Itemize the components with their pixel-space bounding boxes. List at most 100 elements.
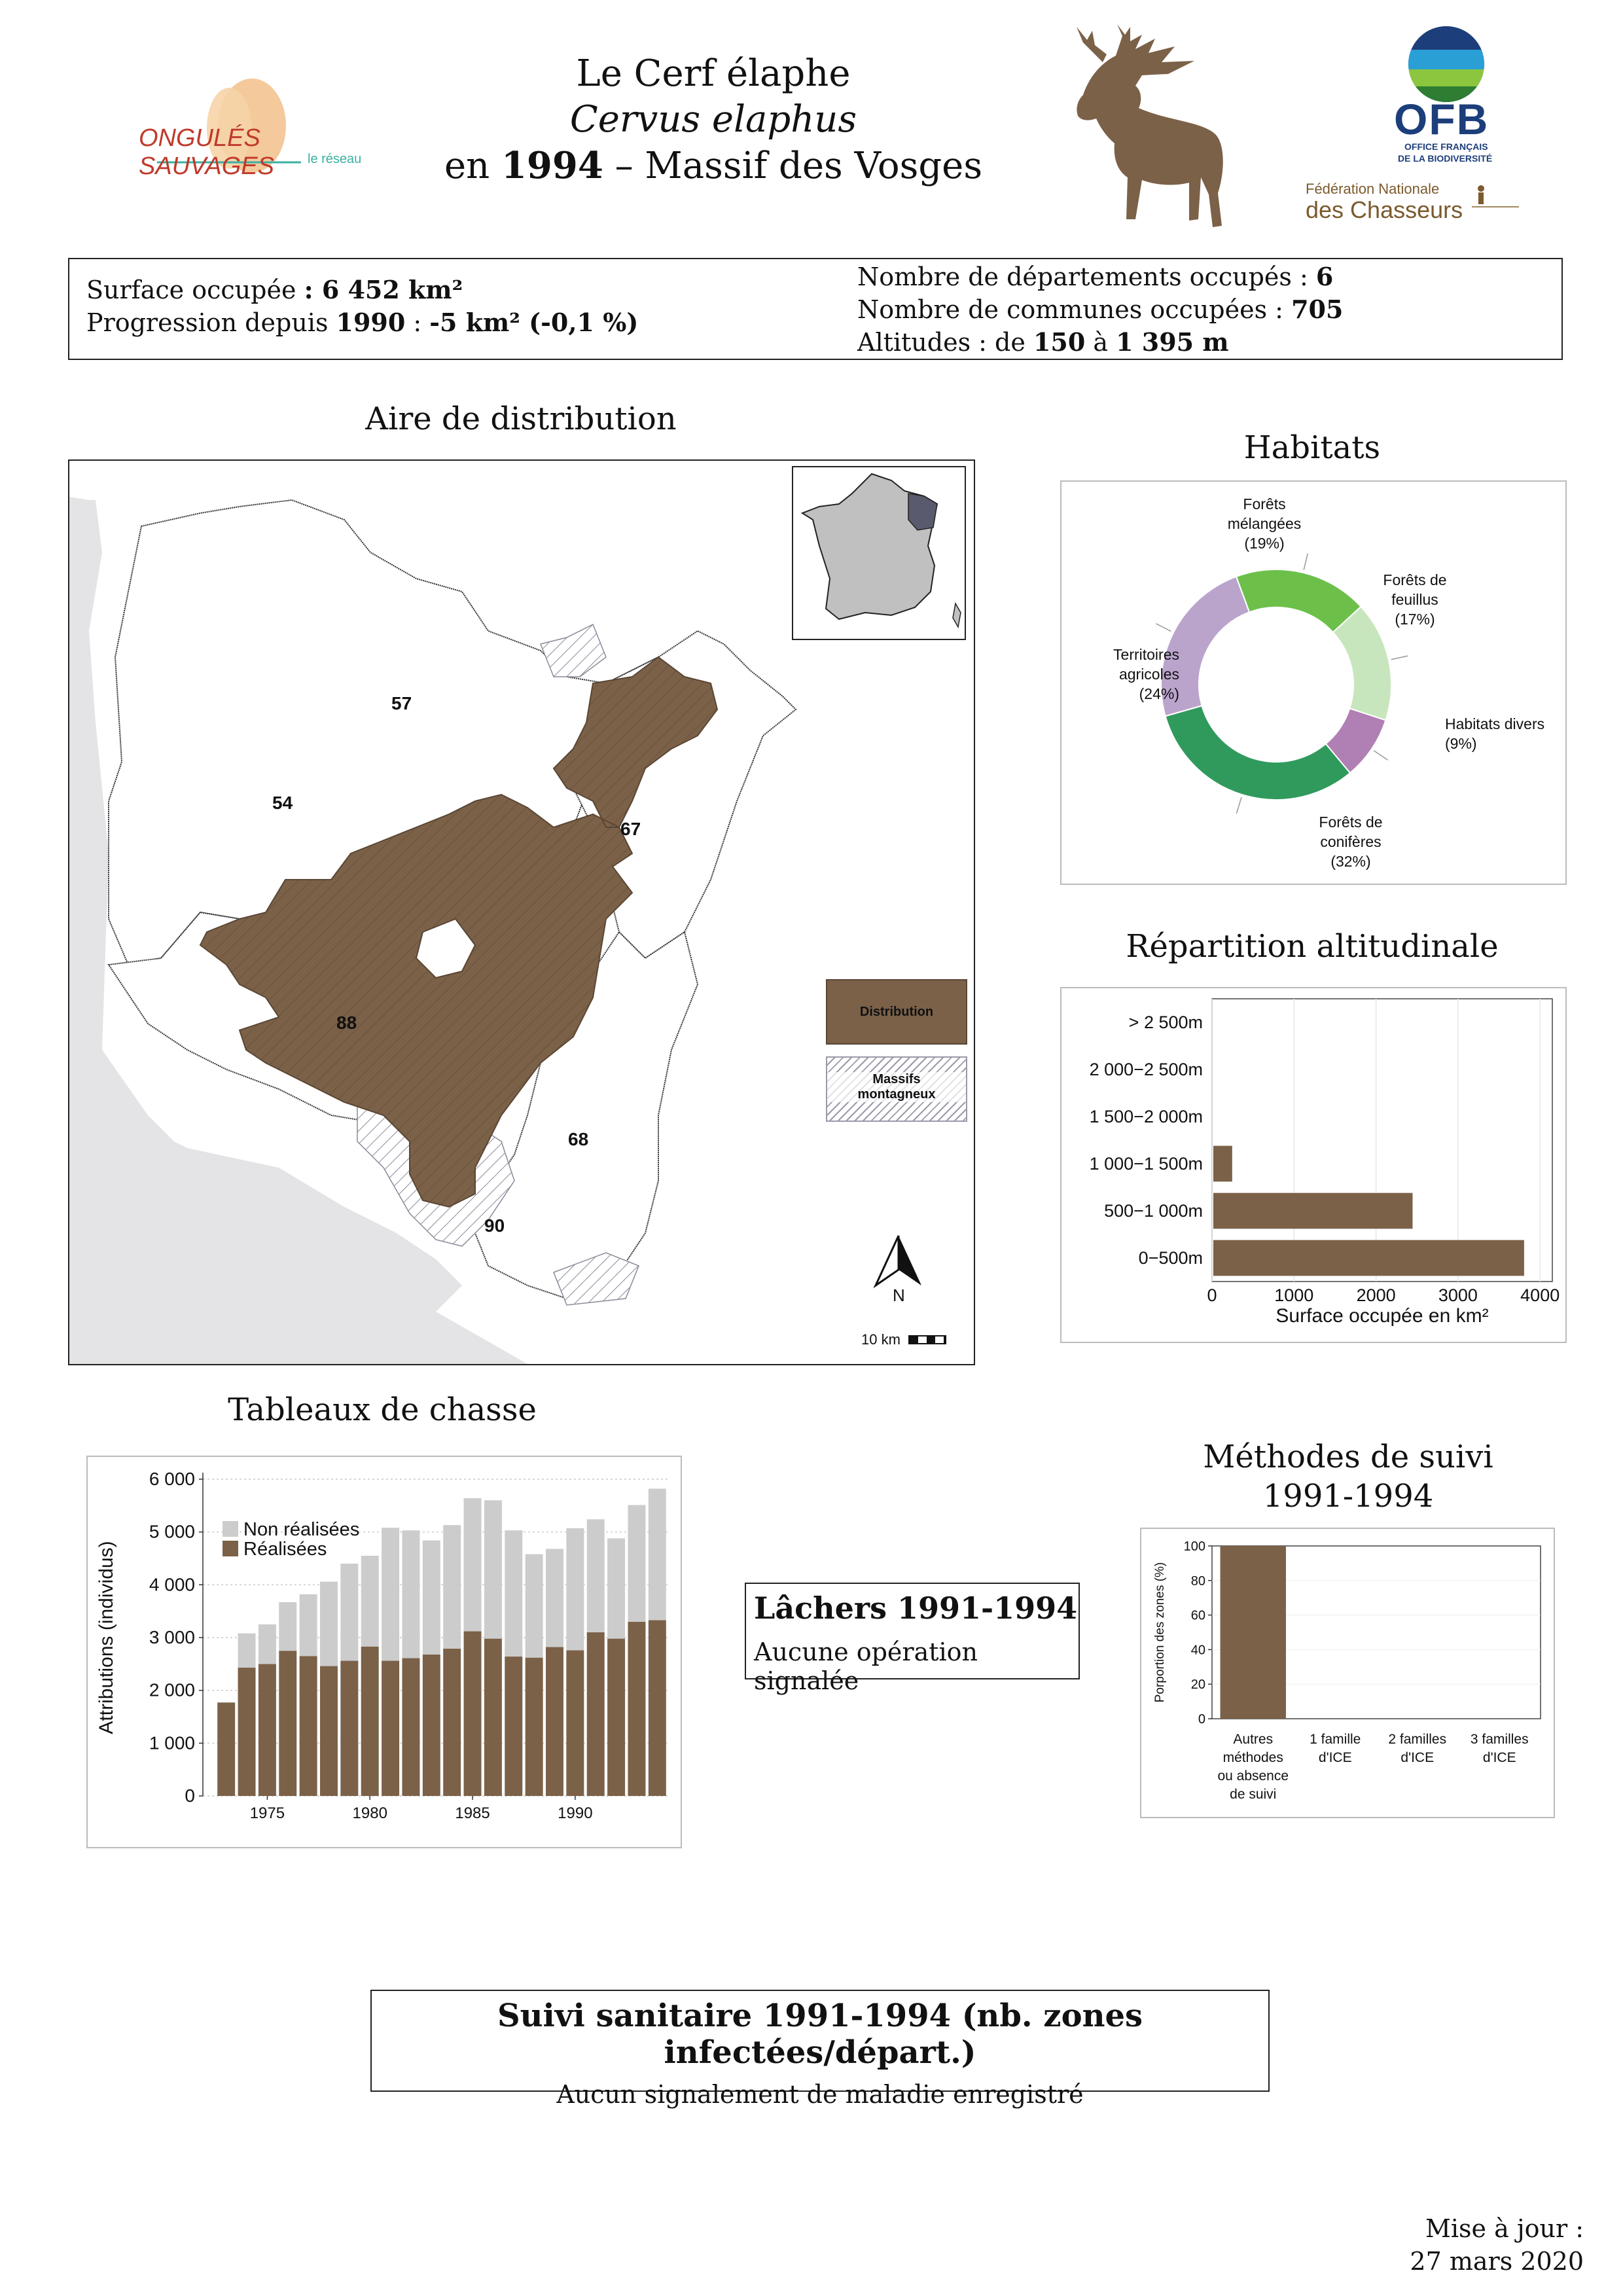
alt-category-label: 1 500−2 000m	[1090, 1107, 1203, 1126]
habitat-label-4: Territoires	[1113, 646, 1179, 663]
chasse-bar-realisees	[382, 1660, 400, 1796]
chasse-bar-realisees	[402, 1658, 420, 1796]
legend-massifs: Massifs montagneux	[826, 1056, 967, 1122]
chasse-ytick: 5 000	[149, 1522, 195, 1542]
habitat-leader-3	[1236, 797, 1242, 814]
legend-distribution: Distribution	[826, 979, 967, 1045]
meth-category-label: de suivi	[1230, 1787, 1276, 1802]
chasse-xtick: 1975	[250, 1804, 285, 1822]
sanitaire-title: Suivi sanitaire 1991-1994 (nb. zones inf…	[497, 1998, 1143, 2071]
habitat-label-2: Habitats divers	[1445, 715, 1544, 732]
chasse-bar-non-realisees	[648, 1488, 666, 1621]
alt-xtick: 3000	[1438, 1285, 1478, 1305]
chasse-bar-non-realisees	[320, 1581, 338, 1666]
logo-ongules-subtext: le réseau	[308, 152, 362, 166]
hunter-icon	[1472, 185, 1519, 207]
meth-category-label: d'ICE	[1400, 1750, 1434, 1765]
chasse-legend-swatch	[223, 1521, 238, 1537]
stat-communes: Nombre de communes occupées : 705	[857, 295, 1344, 324]
alt-bar	[1213, 1193, 1413, 1229]
meth-ylabel: Porportion des zones (%)	[1153, 1562, 1167, 1702]
logo-ofb-sub2: DE LA BIODIVERSITÉ	[1398, 153, 1493, 164]
stat-departements: Nombre de départements occupés : 6	[857, 262, 1334, 291]
habitat-label-1: feuillus	[1391, 591, 1438, 608]
ongules-hoof-icon	[157, 79, 301, 173]
chasse-ylabel: Attributions (individus)	[96, 1541, 117, 1734]
stats-right: Nombre de départements occupés : 6 Nombr…	[857, 260, 1343, 359]
title-latin-name: Cervus elaphus	[569, 98, 857, 141]
chasse-bar-non-realisees	[505, 1530, 523, 1657]
chasse-bar-non-realisees	[238, 1633, 256, 1668]
deer-silhouette-icon	[1044, 23, 1234, 232]
altitude-bar-chart: 0 1000 2000 3000 4000 > 2 500m 2 000−2 500m 1 5…	[1090, 998, 1560, 1327]
chasse-bar-non-realisees	[258, 1624, 276, 1664]
chasse-bar-non-realisees	[525, 1554, 543, 1658]
alt-xtick: 4000	[1520, 1285, 1560, 1305]
alt-xtick: 2000	[1357, 1285, 1396, 1305]
chasse-bar-non-realisees	[382, 1528, 400, 1661]
map-canvas: 57 54 67 88 68 90	[69, 497, 797, 1364]
title-common-name: Le Cerf élaphe	[576, 52, 851, 95]
map-background-south	[69, 1115, 527, 1364]
meth-category-label: ou absence	[1217, 1768, 1289, 1784]
altitude-title: Répartition altitudinale	[1126, 928, 1499, 965]
chasse-bar-non-realisees	[566, 1528, 584, 1651]
habitat-slice-1	[1332, 605, 1392, 721]
stat-altitudes: Altitudes : de 150 à 1 395 m	[857, 327, 1229, 357]
logo-ofb: OFB OFFICE FRANÇAIS DE LA BIODIVERSITÉ	[1381, 24, 1512, 168]
chasse-bar-realisees	[279, 1651, 297, 1796]
chasse-bar-realisees	[607, 1638, 626, 1796]
habitat-slice-4	[1160, 575, 1251, 717]
lachers-title: Lâchers 1991-1994	[754, 1590, 1078, 1626]
chasse-bar-realisees	[299, 1656, 317, 1796]
massifs-hatch-jura	[553, 1252, 639, 1306]
sanitaire-text: Aucun signalement de maladie enregistré	[556, 2080, 1084, 2109]
meth-bar	[1220, 1546, 1286, 1719]
logo-ongules-sauvages: ONGULÉS SAUVAGES le réseau	[131, 72, 380, 180]
chasse-bar-realisees	[586, 1632, 605, 1796]
alt-xlabel: Surface occupée en km²	[1275, 1305, 1488, 1327]
inset-region-highlight	[908, 493, 938, 531]
habitat-slice-3	[1164, 705, 1351, 800]
chasse-bar-non-realisees	[422, 1540, 440, 1655]
chasse-legend-label: Réalisées	[243, 1539, 327, 1560]
chasse-xtick: 1980	[353, 1804, 387, 1822]
scale-bar	[908, 1335, 947, 1344]
chasse-bar-non-realisees	[361, 1555, 379, 1647]
alt-category-label: 0−500m	[1139, 1248, 1203, 1268]
chasse-bar-realisees	[217, 1702, 236, 1796]
north-label: N	[893, 1285, 905, 1305]
chasse-bar-non-realisees	[463, 1498, 482, 1632]
meth-ytick: 0	[1198, 1712, 1205, 1727]
update-date: Mise à jour : 27 mars 2020	[1410, 2214, 1584, 2276]
chasse-ytick: 2 000	[149, 1680, 195, 1700]
logo-ofb-text: OFB	[1394, 95, 1489, 143]
chasse-xtick: 1985	[455, 1804, 490, 1822]
chasse-bar-realisees	[648, 1620, 666, 1796]
meth-category-label: 1 famille	[1310, 1732, 1361, 1747]
meth-category-label: 3 familles	[1471, 1732, 1529, 1747]
chasse-panel: 0 1 000 2 000 3 000 4 000 5 000 6 000 1975 1980 1…	[86, 1456, 682, 1848]
logo-fnc: Fédération Nationale des Chasseurs	[1306, 178, 1541, 230]
meth-category-label: méthodes	[1223, 1750, 1283, 1765]
stat-progression: Progression depuis 1990 : -5 km² (-0,1 %…	[86, 308, 639, 337]
chasse-bar-realisees	[463, 1631, 482, 1796]
habitats-panel: Forêts mélangées (19%) Forêts de feuillus (17…	[1060, 480, 1567, 885]
habitat-leader-1	[1391, 655, 1408, 660]
habitat-label-0: mélangées	[1228, 515, 1302, 532]
alt-category-label: 2 000−2 500m	[1090, 1060, 1203, 1079]
alt-category-label: > 2 500m	[1129, 1013, 1203, 1032]
chasse-bar-non-realisees	[299, 1594, 317, 1657]
alt-plot-area	[1211, 998, 1553, 1282]
meth-ytick: 20	[1191, 1677, 1205, 1692]
logo-fnc-line2: des Chasseurs	[1306, 196, 1463, 223]
meth-ytick: 60	[1191, 1609, 1205, 1623]
title-year-line: en 1994 – Massif des Vosges	[444, 144, 983, 187]
chasse-legend-swatch	[223, 1541, 238, 1556]
habitat-label-1: Forêts de	[1383, 571, 1446, 588]
alt-category-label: 1 000−1 500m	[1090, 1154, 1203, 1174]
meth-category-label: 2 familles	[1388, 1732, 1446, 1747]
distribution-hole	[415, 918, 476, 979]
title-year: 1994	[501, 144, 603, 187]
alt-xtick: 0	[1207, 1285, 1217, 1305]
